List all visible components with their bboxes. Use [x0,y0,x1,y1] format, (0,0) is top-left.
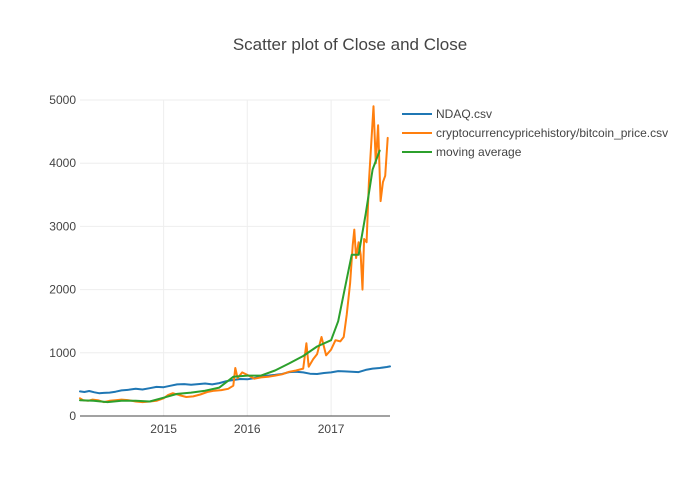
y-tick-label: 5000 [49,93,76,107]
y-tick-label: 0 [69,409,76,423]
legend[interactable]: NDAQ.csv cryptocurrencypricehistory/bitco… [402,107,668,159]
legend-item-1[interactable]: NDAQ.csv [402,107,492,121]
legend-item-3[interactable]: moving average [402,145,522,159]
legend-label: NDAQ.csv [436,107,492,121]
y-tick-label: 2000 [49,283,76,297]
y-tick-label: 1000 [49,346,76,360]
grid [80,99,390,416]
y-tick-label: 4000 [49,156,76,170]
legend-label: cryptocurrencypricehistory/bitcoin_price… [436,126,668,140]
chart-title: Scatter plot of Close and Close [233,35,467,54]
legend-item-2[interactable]: cryptocurrencypricehistory/bitcoin_price… [402,126,668,140]
y-tick-label: 3000 [49,219,76,233]
x-tick-label: 2016 [234,422,261,436]
series-line-2 [79,105,389,404]
plot-area [79,105,391,404]
x-tick-label: 2015 [150,422,177,436]
axes: 0 1000 2000 3000 4000 5000 2015 2016 2017 [49,93,390,436]
x-tick-label: 2017 [318,422,345,436]
series-line-3 [79,149,381,404]
legend-label: moving average [436,145,522,159]
